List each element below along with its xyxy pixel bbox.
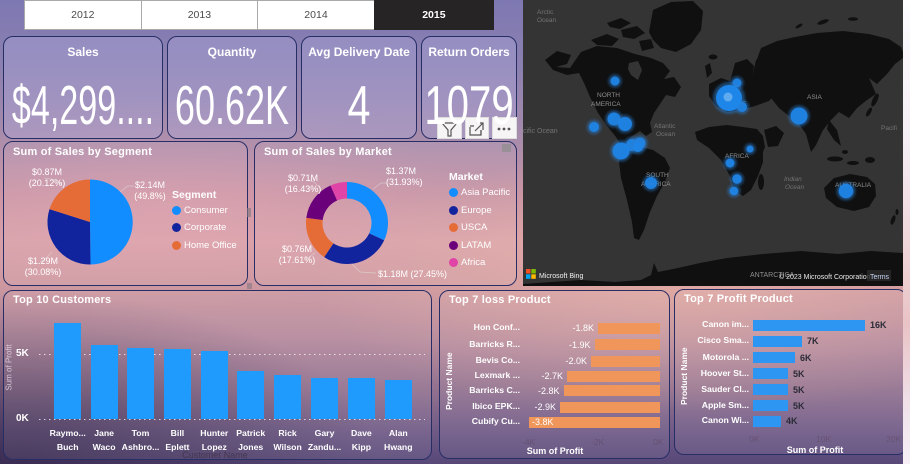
svg-text:AFRICA: AFRICA bbox=[725, 153, 750, 160]
svg-text:ANTARCTICA: ANTARCTICA bbox=[750, 272, 795, 279]
svg-text:Ocean: Ocean bbox=[656, 131, 676, 138]
svg-text:Ocean: Ocean bbox=[537, 17, 557, 24]
svg-text:Pacifi: Pacifi bbox=[881, 125, 897, 132]
svg-text:Microsoft Bing: Microsoft Bing bbox=[539, 273, 583, 280]
svg-text:ASIA: ASIA bbox=[807, 94, 822, 101]
svg-text:Atlantic: Atlantic bbox=[654, 123, 676, 130]
svg-text:Arctic: Arctic bbox=[537, 9, 554, 16]
svg-text:AMERICA: AMERICA bbox=[591, 101, 621, 108]
svg-text:Terms: Terms bbox=[870, 274, 890, 281]
svg-text:Ocean: Ocean bbox=[785, 184, 805, 191]
svg-text:cific Ocean: cific Ocean bbox=[523, 128, 558, 135]
svg-text:NORTH: NORTH bbox=[597, 92, 620, 99]
svg-text:SOUTH: SOUTH bbox=[646, 172, 669, 179]
svg-text:Indian: Indian bbox=[784, 176, 802, 183]
svg-text:© 2023 Microsoft Corporation: © 2023 Microsoft Corporation bbox=[779, 273, 871, 281]
